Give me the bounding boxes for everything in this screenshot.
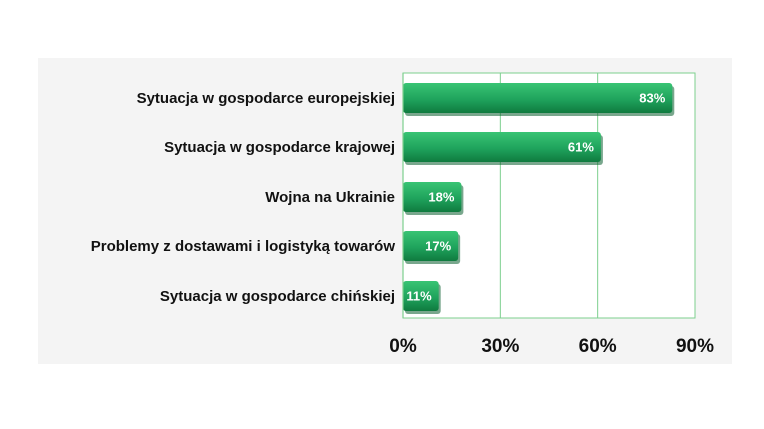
x-tick-label: 90% [676,336,714,357]
category-label: Sytuacja w gospodarce europejskiej [137,90,395,107]
category-label: Sytuacja w gospodarce chińskiej [160,288,395,305]
bar-value-label: 17% [425,238,451,253]
bar-value-label: 83% [639,90,665,105]
x-tick-label: 0% [389,336,417,357]
bar-value-label: 11% [406,288,432,303]
x-tick-label: 60% [579,336,617,357]
bar [403,281,439,311]
bar [403,83,673,113]
x-tick-label: 30% [481,336,519,357]
bar [403,132,601,162]
category-label: Wojna na Ukrainie [265,189,395,206]
bar-value-label: 61% [568,139,594,154]
category-label: Sytuacja w gospodarce krajowej [164,139,395,156]
category-label: Problemy z dostawami i logistyką towarów [91,238,396,255]
bar-value-label: 18% [428,189,454,204]
bar [403,182,462,212]
bar [403,231,459,261]
